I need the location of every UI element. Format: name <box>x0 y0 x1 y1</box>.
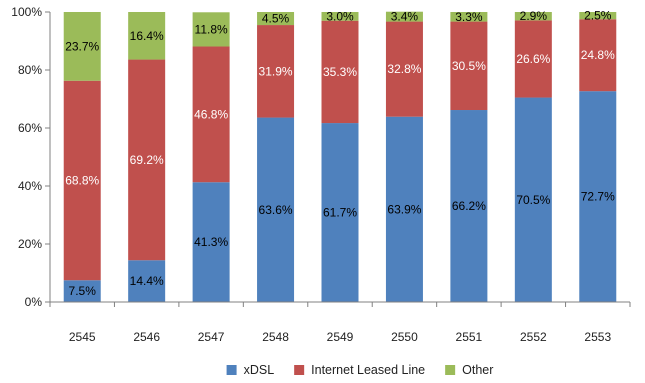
bar-segment-xdsl <box>321 123 359 302</box>
data-label: 32.8% <box>387 62 421 76</box>
legend-label: Internet Leased Line <box>311 363 425 377</box>
data-label: 2.5% <box>584 9 612 23</box>
data-label: 66.2% <box>452 199 486 213</box>
bar-segment-xdsl <box>192 182 230 302</box>
y-tick-label: 40% <box>18 179 42 193</box>
data-label: 11.8% <box>195 22 228 36</box>
x-tick-label: 2552 <box>520 330 547 344</box>
legend-item: Other <box>445 363 493 377</box>
y-tick-label: 80% <box>18 63 42 77</box>
bar-segment-xdsl <box>450 110 488 303</box>
data-label: 68.8% <box>65 173 99 187</box>
bar-segment-internet-leased-line <box>579 19 617 92</box>
data-label: 24.8% <box>581 48 615 62</box>
bar-segment-xdsl <box>257 117 295 302</box>
data-label: 4.5% <box>262 12 290 26</box>
legend-item: xDSL <box>226 363 275 377</box>
legend-label: Other <box>462 363 493 377</box>
data-label: 30.5% <box>452 59 486 73</box>
x-tick-label: 2551 <box>456 330 483 344</box>
bar-segment-xdsl <box>128 260 166 302</box>
data-label: 7.5% <box>69 284 97 298</box>
x-tick-label: 2548 <box>262 330 289 344</box>
data-label: 69.2% <box>130 153 164 167</box>
legend-swatch <box>226 365 237 375</box>
data-label: 35.3% <box>323 65 357 79</box>
data-label: 2.9% <box>520 9 548 23</box>
legend: xDSL Internet Leased Line Other <box>226 363 493 377</box>
legend-label: xDSL <box>244 363 275 377</box>
data-label: 26.6% <box>516 52 550 66</box>
data-label: 63.9% <box>387 202 421 216</box>
bar-segment-xdsl <box>514 97 552 302</box>
data-label: 63.6% <box>259 203 293 217</box>
bar-segment-internet-leased-line <box>450 21 488 111</box>
bar-segment-other <box>321 12 359 21</box>
legend-item: Internet Leased Line <box>294 363 425 377</box>
x-tick-label: 2545 <box>69 330 96 344</box>
bar-segment-internet-leased-line <box>385 21 423 117</box>
x-tick-label: 2550 <box>391 330 418 344</box>
x-tick-label: 2549 <box>327 330 354 344</box>
bar-segment-internet-leased-line <box>514 20 552 98</box>
y-tick-label: 100% <box>11 5 42 19</box>
bar-segment-internet-leased-line <box>321 20 359 124</box>
data-label: 3.3% <box>455 10 483 24</box>
y-tick-label: 20% <box>18 237 42 251</box>
legend-swatch <box>294 365 305 375</box>
bar-segment-other <box>192 12 230 47</box>
bar-segment-xdsl <box>385 116 423 302</box>
data-label: 16.4% <box>130 29 164 43</box>
x-tick-label: 2553 <box>584 330 611 344</box>
bar-segment-internet-leased-line <box>257 25 295 118</box>
y-tick-label: 60% <box>18 121 42 135</box>
data-label: 23.7% <box>65 39 99 53</box>
data-label: 3.0% <box>326 9 354 23</box>
data-label: 14.4% <box>130 274 164 288</box>
bar-segment-other <box>385 11 423 22</box>
bar-segment-other <box>257 12 295 26</box>
data-label: 70.5% <box>516 193 550 207</box>
bar-segment-other <box>63 12 101 81</box>
bar-segment-internet-leased-line <box>128 59 166 261</box>
bar-segment-internet-leased-line <box>63 80 101 281</box>
bar-segment-xdsl <box>63 280 101 302</box>
y-tick-label: 0% <box>25 295 43 309</box>
x-tick-label: 2546 <box>133 330 160 344</box>
data-label: 46.8% <box>194 107 228 121</box>
bars <box>63 11 617 303</box>
bar-segment-other <box>128 12 166 60</box>
bar-segment-other <box>450 12 488 22</box>
data-label: 41.3% <box>194 235 228 249</box>
data-label: 61.7% <box>323 206 357 220</box>
x-tick-label: 2547 <box>198 330 225 344</box>
data-label: 31.9% <box>259 64 293 78</box>
legend-swatch <box>445 365 456 375</box>
bar-segment-xdsl <box>579 91 617 302</box>
data-labels: 7.5% 68.8% 23.7% 14.4% 69.2% 16.4% 41.3% 46.8% 1… <box>65 9 615 299</box>
bar-segment-other <box>579 12 617 20</box>
y-axis: 0% 20% 40% 60% 80% 100% <box>11 5 51 309</box>
bar-segment-other <box>514 12 552 21</box>
data-label: 3.4% <box>391 10 419 24</box>
bar-segment-internet-leased-line <box>192 46 230 183</box>
data-label: 72.7% <box>581 190 615 204</box>
x-axis: 2545 2546 2547 2548 2549 2550 2551 2552 2553 <box>49 301 631 344</box>
